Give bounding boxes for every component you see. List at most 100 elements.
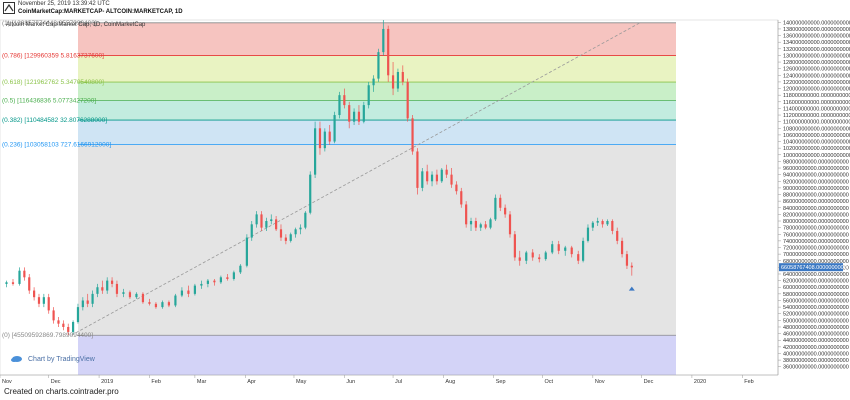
y-tick-label: 102000000000.0000000000 xyxy=(783,146,850,152)
candle-body xyxy=(11,282,15,284)
candle-body xyxy=(275,219,278,230)
candle-body xyxy=(161,302,164,308)
y-tick-label: 80000000000.0000000000 xyxy=(783,219,849,225)
candle-body xyxy=(362,105,365,122)
candle-body xyxy=(5,282,8,284)
candle-body xyxy=(128,292,132,298)
candle-body xyxy=(193,285,197,294)
x-tick-label: Jun xyxy=(346,379,355,384)
candle-body xyxy=(581,240,585,261)
y-tick-label: 98000000000.0000000000 xyxy=(783,159,849,165)
snapshot-timestamp: November 25, 2019 13:39:42 UTC xyxy=(18,1,110,7)
candle-body xyxy=(76,307,80,323)
y-tick-label: 86000000000.0000000000 xyxy=(783,199,849,205)
y-tick-label: 68000000000.0000000000 xyxy=(783,259,849,265)
candle-body xyxy=(110,280,114,284)
candle-body xyxy=(318,128,322,149)
candle-body xyxy=(544,252,547,260)
x-tick-label: Jul xyxy=(395,379,402,384)
candle-body xyxy=(474,221,477,228)
y-tick-label: 132000000000.0000000000 xyxy=(783,47,850,53)
candle-body xyxy=(367,85,370,106)
y-tick-label: 112000000000.0000000000 xyxy=(783,113,850,119)
candle-body xyxy=(357,111,361,122)
fib-level-label: (0.382) [110484582 32.8076288000] xyxy=(2,117,107,124)
candle-body xyxy=(313,128,317,175)
candle-body xyxy=(518,257,521,261)
candle-body xyxy=(101,287,104,291)
y-tick-label: 62000000000.0000000000 xyxy=(783,279,849,285)
candle-body xyxy=(219,277,222,283)
candle-body xyxy=(525,252,528,261)
y-tick-label: 94000000000.0000000000 xyxy=(783,173,849,179)
candle-body xyxy=(23,270,26,278)
candle-body xyxy=(411,118,414,152)
candle-body xyxy=(62,323,65,327)
candle-body xyxy=(551,244,554,253)
fib-zone xyxy=(78,22,676,56)
candle-body xyxy=(106,280,109,291)
event-marker-icon xyxy=(628,286,635,291)
cointrader-logo-icon xyxy=(3,2,15,14)
candle-body xyxy=(469,221,473,225)
y-tick-label: 50000000000.0000000000 xyxy=(783,318,849,324)
y-tick-label: 58000000000.0000000000 xyxy=(783,292,849,298)
candle-body xyxy=(620,240,624,255)
y-tick-label: 52000000000.0000000000 xyxy=(783,312,849,318)
fib-level-label: (0) [45509592869.7989094400] xyxy=(2,332,93,339)
candle-body xyxy=(328,131,331,142)
candle-body xyxy=(57,320,60,324)
candle-body xyxy=(440,169,443,182)
candle-body xyxy=(494,197,497,220)
y-tick-label: 48000000000.0000000000 xyxy=(783,325,849,331)
candle-body xyxy=(372,78,375,86)
tradingview-watermark[interactable]: Chart by TradingView xyxy=(11,356,96,363)
candle-body xyxy=(416,151,419,188)
candle-body xyxy=(504,207,507,215)
candle-body xyxy=(377,52,380,79)
x-tick-label: Nov xyxy=(2,379,12,384)
candle-body xyxy=(406,81,409,119)
y-tick-label: 44000000000.0000000000 xyxy=(783,338,849,344)
candle-body xyxy=(260,214,263,228)
candle-body xyxy=(174,295,177,306)
y-tick-label: 122000000000.0000000000 xyxy=(783,80,850,86)
y-tick-label: 100000000000.0000000000 xyxy=(783,153,850,159)
candle-body xyxy=(391,75,395,89)
y-tick-label: 72000000000.0000000000 xyxy=(783,246,849,252)
y-tick-label: 90000000000.0000000000 xyxy=(783,186,849,192)
chart-header: November 25, 2019 13:39:42 UTC CoinMarke… xyxy=(0,0,850,18)
candle-body xyxy=(484,224,487,228)
y-tick-label: 42000000000.0000000000 xyxy=(783,345,849,351)
x-tick-label: May xyxy=(296,379,307,384)
candle-body xyxy=(289,234,292,241)
candle-body xyxy=(33,290,36,298)
x-axis: Nov Dec 2019 Feb Mar Apr May Jun Jul Aug Sep Oct Nov… xyxy=(0,374,778,385)
candle-body xyxy=(338,95,341,116)
y-tick-label: 46000000000.0000000000 xyxy=(783,332,849,338)
candle-body xyxy=(299,227,302,230)
candle-body xyxy=(71,322,75,332)
y-tick-label: 70000000000.0000000000 xyxy=(783,252,849,258)
candle-body xyxy=(304,212,307,228)
y-tick-label: 56000000000.0000000000 xyxy=(783,298,849,304)
y-tick-label: 114000000000.0000000000 xyxy=(783,106,850,112)
fib-level-label: (1) [139857774448.3557990400] xyxy=(2,20,97,27)
y-tick-label: 130000000000.0000000000 xyxy=(783,53,850,59)
y-tick-label: 76000000000.0000000000 xyxy=(783,232,849,238)
candle-body xyxy=(387,28,390,76)
y-tick-label: 74000000000.0000000000 xyxy=(783,239,849,245)
y-tick-label: 78000000000.0000000000 xyxy=(783,226,849,232)
fib-zone xyxy=(78,120,676,145)
candle-body xyxy=(270,219,273,222)
candle-body xyxy=(601,221,604,225)
y-tick-label: 82000000000.0000000000 xyxy=(783,212,849,218)
fibonacci-candlestick-chart[interactable]: (1) [139857774448.3557990400] (0.786) [12… xyxy=(0,18,850,385)
y-tick-label: 38000000000.0000000000 xyxy=(783,358,849,364)
candle-body xyxy=(352,111,356,122)
candle-body xyxy=(226,277,229,279)
y-tick-label: 54000000000.0000000000 xyxy=(783,305,849,311)
candle-body xyxy=(401,71,404,82)
current-price-box xyxy=(779,263,843,272)
trend-line xyxy=(71,22,641,336)
